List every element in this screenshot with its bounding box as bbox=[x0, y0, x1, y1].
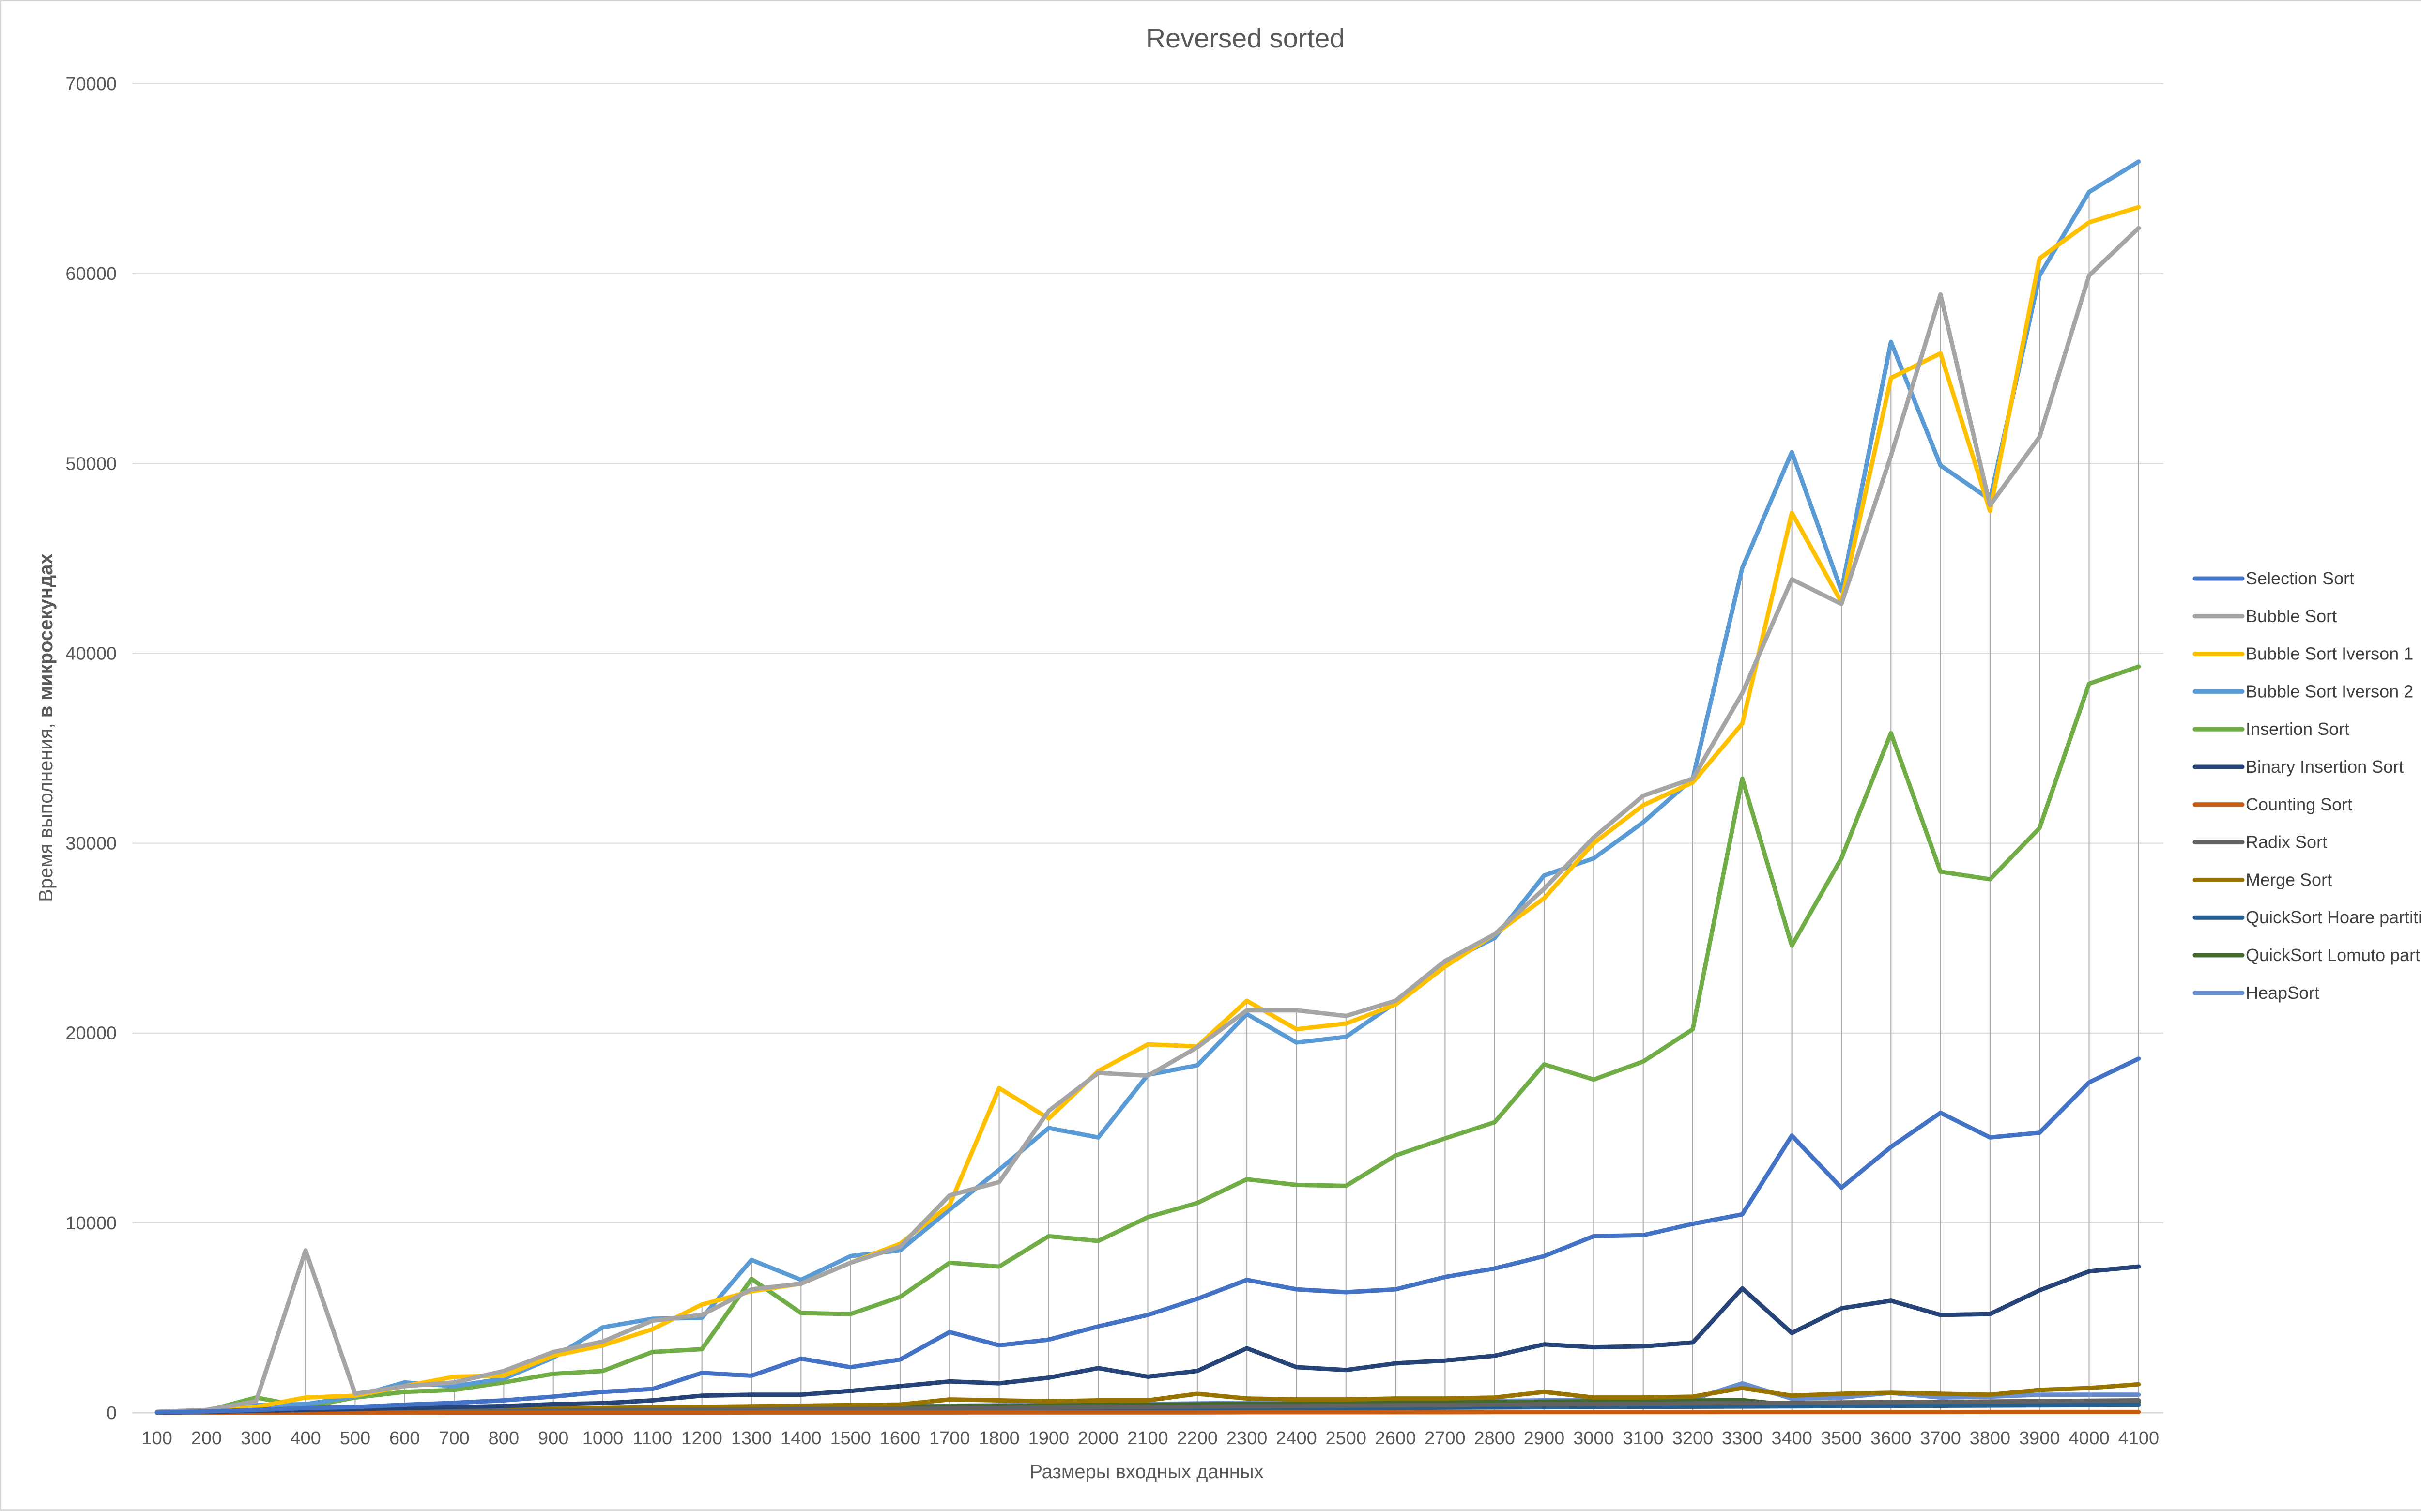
x-tick-label: 1300 bbox=[731, 1428, 772, 1449]
series-line-bubble-sort bbox=[154, 226, 2141, 1414]
x-tick-label: 2600 bbox=[1375, 1428, 1416, 1449]
legend-label-bubble-sort: Bubble Sort bbox=[2246, 606, 2337, 626]
legend-label-binary-insertion-sort: Binary Insertion Sort bbox=[2246, 757, 2404, 777]
x-tick-label: 3200 bbox=[1672, 1428, 1714, 1449]
x-tick-label: 3800 bbox=[1970, 1428, 2011, 1449]
x-tick-label: 1000 bbox=[582, 1428, 624, 1449]
legend-label-counting-sort: Counting Sort bbox=[2246, 794, 2352, 814]
x-tick-label: 2700 bbox=[1425, 1428, 1466, 1449]
series-lines bbox=[154, 159, 2141, 1415]
x-tick-label: 2800 bbox=[1474, 1428, 1515, 1449]
x-tick-label: 300 bbox=[241, 1428, 271, 1449]
x-tick-label: 3600 bbox=[1870, 1428, 1912, 1449]
x-tick-label: 2400 bbox=[1276, 1428, 1317, 1449]
x-tick-label: 3100 bbox=[1623, 1428, 1664, 1449]
x-tick-label: 1700 bbox=[929, 1428, 970, 1449]
y-tick-label: 40000 bbox=[65, 643, 117, 664]
y-tick-label: 20000 bbox=[65, 1023, 117, 1044]
x-tick-label: 2300 bbox=[1226, 1428, 1268, 1449]
x-tick-label: 1200 bbox=[681, 1428, 722, 1449]
x-tick-label: 600 bbox=[389, 1428, 420, 1449]
x-tick-label: 2900 bbox=[1524, 1428, 1565, 1449]
x-tick-label: 2100 bbox=[1127, 1428, 1168, 1449]
chart-title: Reversed sorted bbox=[1146, 23, 1345, 53]
x-tick-label: 3300 bbox=[1722, 1428, 1763, 1449]
x-axis-tick-labels: 100 200 300 400 500 600 700 800 900 1000 1100 1200 1… bbox=[141, 1428, 2159, 1449]
legend-label-selection-sort: Selection Sort bbox=[2246, 568, 2354, 588]
series-line-selection-sort bbox=[154, 1056, 2141, 1415]
legend-label-bubble-sort-iverson-2: Bubble Sort Iverson 2 bbox=[2246, 681, 2413, 701]
legend-label-heapsort: HeapSort bbox=[2246, 983, 2319, 1003]
x-tick-label: 3700 bbox=[1920, 1428, 1961, 1449]
legend-label-radix-sort: Radix Sort bbox=[2246, 832, 2327, 852]
x-tick-label: 3400 bbox=[1771, 1428, 1812, 1449]
y-axis-title: Время выполнения, в микросекундах bbox=[35, 553, 57, 902]
y-tick-label: 70000 bbox=[65, 74, 117, 94]
x-tick-label: 100 bbox=[141, 1428, 172, 1449]
vertical-droplines bbox=[156, 161, 2139, 1413]
x-tick-label: 200 bbox=[191, 1428, 222, 1449]
x-tick-label: 500 bbox=[340, 1428, 370, 1449]
x-tick-label: 1100 bbox=[632, 1428, 672, 1449]
x-axis-title: Размеры входных данных bbox=[1029, 1461, 1263, 1482]
legend-label-quicksort-hoare-partition: QuickSort Hoare partition bbox=[2246, 907, 2421, 927]
legend-label-quicksort-lomuto-partition: QuickSort Lomuto partition bbox=[2246, 945, 2421, 965]
y-tick-label: 50000 bbox=[65, 454, 117, 474]
series-line-insertion-sort bbox=[154, 664, 2141, 1415]
legend-label-insertion-sort: Insertion Sort bbox=[2246, 719, 2349, 739]
x-tick-label: 2200 bbox=[1177, 1428, 1218, 1449]
legend-label-merge-sort: Merge Sort bbox=[2246, 870, 2332, 889]
y-axis-title-regular: Время выполнения, bbox=[35, 718, 57, 901]
x-tick-label: 1600 bbox=[880, 1428, 921, 1449]
x-tick-label: 1500 bbox=[830, 1428, 871, 1449]
legend: Selection Sort Bubble Sort Bubble Sort Ive… bbox=[2192, 568, 2421, 1003]
x-tick-label: 4000 bbox=[2069, 1428, 2110, 1449]
x-tick-label: 1900 bbox=[1028, 1428, 1070, 1449]
y-tick-label: 60000 bbox=[65, 264, 117, 284]
y-tick-label: 30000 bbox=[65, 834, 117, 854]
x-tick-label: 400 bbox=[290, 1428, 321, 1449]
legend-label-bubble-sort-iverson-1: Bubble Sort Iverson 1 bbox=[2246, 644, 2413, 664]
x-tick-label: 4100 bbox=[2118, 1428, 2160, 1449]
x-tick-label: 2500 bbox=[1325, 1428, 1366, 1449]
x-tick-label: 700 bbox=[439, 1428, 469, 1449]
series-line-binary-insertion-sort bbox=[154, 1264, 2141, 1415]
y-axis-tick-labels: 0 10000 20000 30000 40000 50000 60000 70000 bbox=[65, 74, 117, 1423]
y-tick-label: 10000 bbox=[65, 1213, 117, 1234]
x-tick-label: 2000 bbox=[1078, 1428, 1119, 1449]
x-tick-label: 3500 bbox=[1821, 1428, 1862, 1449]
x-tick-label: 3900 bbox=[2019, 1428, 2060, 1449]
x-tick-label: 800 bbox=[489, 1428, 519, 1449]
x-tick-label: 3000 bbox=[1573, 1428, 1614, 1449]
x-tick-label: 1800 bbox=[979, 1428, 1020, 1449]
horizontal-gridlines bbox=[132, 83, 2163, 1223]
y-axis-title-bold: в микросекундах bbox=[35, 553, 57, 718]
y-tick-label: 0 bbox=[107, 1403, 117, 1423]
x-tick-label: 900 bbox=[538, 1428, 568, 1449]
x-tick-label: 1400 bbox=[781, 1428, 822, 1449]
